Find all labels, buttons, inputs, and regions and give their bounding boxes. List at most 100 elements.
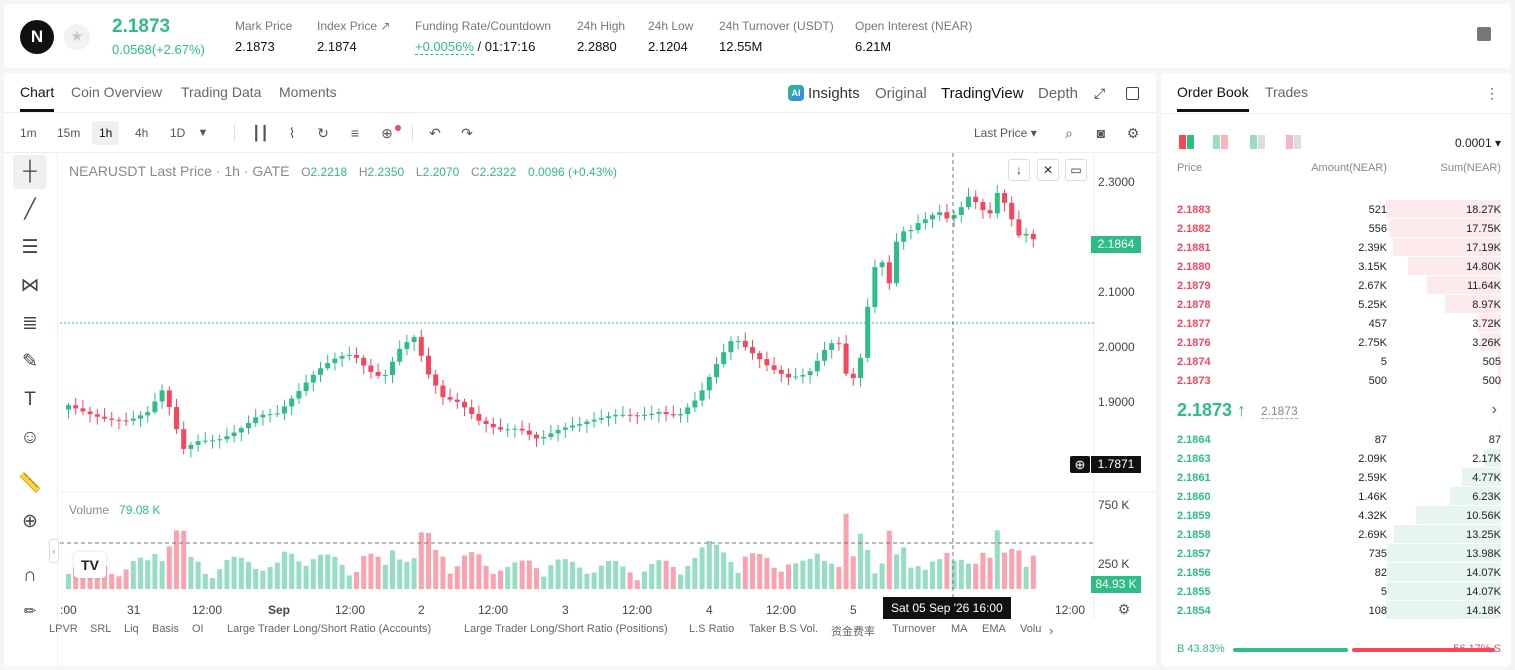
chart-settings-icon[interactable]: ⚙ (1117, 601, 1131, 617)
ask-row[interactable]: 2.1883 521 18.27K (1161, 200, 1511, 219)
indicator-lt-positions[interactable]: Large Trader Long/Short Ratio (Positions… (464, 623, 668, 635)
candlestick-type-icon[interactable]: ┃┃ (252, 125, 269, 141)
layout-asks-icon[interactable] (1286, 135, 1302, 149)
row-price[interactable]: 2.1864 (1177, 434, 1211, 446)
funding-rate-value[interactable]: +0.0056% (415, 39, 474, 55)
fullscreen-icon[interactable]: ▭ (1065, 159, 1087, 181)
scroll-down-icon[interactable]: ↓ (1008, 159, 1030, 181)
row-price[interactable]: 2.1854 (1177, 605, 1211, 617)
bid-row[interactable]: 2.1864 87 87 (1161, 430, 1511, 449)
indicator-next-icon[interactable]: › (1049, 623, 1054, 638)
indicator-funding-rate[interactable]: 资金费率 (831, 626, 875, 638)
tradingview-logo-icon[interactable]: TV (74, 552, 106, 578)
row-price[interactable]: 2.1878 (1177, 299, 1211, 311)
ask-row[interactable]: 2.1882 556 17.75K (1161, 219, 1511, 238)
text-tool-icon[interactable]: T (24, 389, 36, 410)
settings-gear-icon[interactable]: ⚙ (1126, 125, 1140, 141)
indicator-basis[interactable]: Basis (152, 623, 179, 635)
bid-row[interactable]: 2.1861 2.59K 4.77K (1161, 468, 1511, 487)
row-price[interactable]: 2.1880 (1177, 261, 1211, 273)
row-price[interactable]: 2.1859 (1177, 510, 1211, 522)
tradingview-view-button[interactable]: TradingView (941, 84, 1024, 102)
layout-bids-icon[interactable] (1250, 135, 1266, 149)
collapse-sidebar-icon[interactable]: ‹ (49, 539, 59, 563)
row-price[interactable]: 2.1858 (1177, 529, 1211, 541)
pattern-tool-icon[interactable]: ⋈ (20, 275, 40, 296)
chevron-right-icon[interactable]: › (1491, 401, 1497, 418)
bid-row[interactable]: 2.1859 4.32K 10.56K (1161, 506, 1511, 525)
indicator-volume[interactable]: Volu (1020, 623, 1042, 635)
bid-row[interactable]: 2.1857 735 13.98K (1161, 544, 1511, 563)
price-source-select[interactable]: Last Price ▾ (974, 126, 1037, 140)
fib-tool-icon[interactable]: ≣ (22, 313, 38, 334)
tab-order-book[interactable]: Order Book (1177, 84, 1249, 112)
more-options-icon[interactable]: ⋮ (1485, 85, 1499, 101)
ask-row[interactable]: 2.1880 3.15K 14.80K (1161, 257, 1511, 276)
tab-moments[interactable]: Moments (279, 84, 337, 100)
replay-icon[interactable]: ↻ (317, 125, 329, 141)
original-view-button[interactable]: Original (875, 84, 927, 102)
bid-row[interactable]: 2.1863 2.09K 2.17K (1161, 449, 1511, 468)
candlestick-chart[interactable] (60, 153, 1156, 619)
row-price[interactable]: 2.1860 (1177, 491, 1211, 503)
bid-row[interactable]: 2.1860 1.46K 6.23K (1161, 487, 1511, 506)
crosshair-tool-icon[interactable]: ┼ (13, 155, 47, 189)
redo-icon[interactable]: ↷ (461, 125, 473, 141)
bid-row[interactable]: 2.1856 82 14.07K (1161, 563, 1511, 582)
row-price[interactable]: 2.1882 (1177, 223, 1211, 235)
ask-row[interactable]: 2.1873 500 500 (1161, 371, 1511, 390)
row-price[interactable]: 2.1881 (1177, 242, 1211, 254)
collapse-icon[interactable]: ✕ (1037, 159, 1059, 181)
row-price[interactable]: 2.1879 (1177, 280, 1211, 292)
layout-split-icon[interactable] (1213, 135, 1229, 149)
indicator-ema[interactable]: EMA (982, 623, 1006, 635)
precision-select[interactable]: 0.0001 ▾ (1454, 136, 1501, 150)
horizontal-lines-tool-icon[interactable]: ☰ (21, 237, 39, 258)
insights-button[interactable]: AI Insights (788, 73, 860, 113)
indicator-taker-vol[interactable]: Taker B.S Vol. (749, 623, 819, 635)
pencil-tool-icon[interactable]: ✏ (23, 603, 37, 620)
timeframe-1m[interactable]: 1m (20, 126, 37, 140)
layout-both-icon[interactable] (1179, 135, 1195, 149)
indicators-icon[interactable]: ⌇ (288, 125, 296, 141)
timeframe-dropdown-icon[interactable]: ▼ (197, 127, 209, 139)
row-price[interactable]: 2.1857 (1177, 548, 1211, 560)
row-price[interactable]: 2.1856 (1177, 567, 1211, 579)
templates-icon[interactable]: ≡ (350, 125, 360, 141)
indicator-lpvr[interactable]: LPVR (49, 623, 78, 635)
ask-row[interactable]: 2.1879 2.67K 11.64K (1161, 276, 1511, 295)
favorite-star-icon[interactable]: ★ (64, 24, 90, 50)
document-icon[interactable] (1477, 27, 1491, 41)
indicator-liq[interactable]: Liq (124, 623, 139, 635)
ruler-tool-icon[interactable]: 📏 (18, 473, 42, 494)
timeframe-15m[interactable]: 15m (57, 126, 81, 140)
bid-row[interactable]: 2.1854 108 14.18K (1161, 601, 1511, 620)
row-price[interactable]: 2.1863 (1177, 453, 1211, 465)
indicator-oi[interactable]: OI (192, 623, 204, 635)
tab-trades[interactable]: Trades (1265, 84, 1309, 100)
trend-line-tool-icon[interactable]: ╱ (24, 199, 36, 220)
row-price[interactable]: 2.1876 (1177, 337, 1211, 349)
ask-row[interactable]: 2.1874 5 505 (1161, 352, 1511, 371)
ask-row[interactable]: 2.1876 2.75K 3.26K (1161, 333, 1511, 352)
timeframe-1h[interactable]: 1h (92, 121, 120, 145)
emoji-tool-icon[interactable]: ☺ (20, 427, 40, 448)
add-alert-icon[interactable]: ⊕ (381, 125, 393, 141)
brush-tool-icon[interactable]: ✎ (22, 351, 38, 372)
add-price-line-icon[interactable]: ⊕ (1070, 456, 1090, 473)
timeframe-4h[interactable]: 4h (135, 126, 149, 140)
ask-row[interactable]: 2.1878 5.25K 8.97K (1161, 295, 1511, 314)
indicator-lt-accounts[interactable]: Large Trader Long/Short Ratio (Accounts) (227, 623, 432, 635)
undo-icon[interactable]: ↶ (429, 125, 441, 141)
zoom-in-tool-icon[interactable]: ⊕ (22, 511, 38, 532)
indicator-srl[interactable]: SRL (90, 623, 112, 635)
tab-trading-data[interactable]: Trading Data (181, 84, 262, 100)
tab-coin-overview[interactable]: Coin Overview (71, 84, 163, 100)
magnet-tool-icon[interactable]: ∩ (23, 565, 37, 586)
stat-index-price[interactable]: Index Price ↗ 2.1874 (317, 19, 391, 54)
tab-chart[interactable]: Chart (20, 84, 55, 112)
window-icon[interactable] (1126, 73, 1139, 113)
screenshot-camera-icon[interactable]: ◙ (1096, 125, 1106, 141)
ask-row[interactable]: 2.1881 2.39K 17.19K (1161, 238, 1511, 257)
depth-view-button[interactable]: Depth (1038, 84, 1079, 102)
